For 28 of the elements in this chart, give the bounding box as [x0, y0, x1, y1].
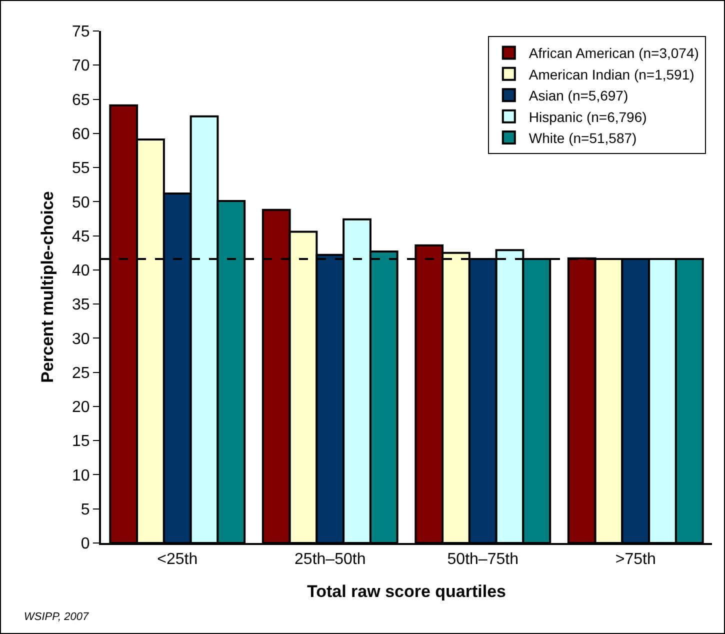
y-tick-label: 45 — [72, 228, 90, 246]
y-tick-label: 55 — [72, 160, 90, 178]
y-tick-label: 70 — [72, 58, 90, 75]
y-tick-label: 5 — [80, 501, 90, 518]
legend-label: American Indian (n=1,591) — [528, 66, 694, 82]
legend-label: Asian (n=5,697) — [528, 88, 628, 104]
y-tick-label: 35 — [72, 296, 90, 314]
y-tick-label: 75 — [72, 24, 90, 41]
legend-label: Hispanic (n=6,796) — [528, 108, 647, 125]
y-tick-label: 60 — [72, 126, 90, 143]
x-tick-label: 50th–75th — [447, 551, 518, 568]
legend-label: White (n=51,587) — [528, 130, 637, 146]
x-axis-title: Total raw score quartiles — [306, 582, 506, 602]
y-tick-label: 65 — [72, 92, 90, 109]
y-axis-title: Percent multiple-choice — [38, 191, 58, 383]
y-tick-label: 30 — [72, 330, 90, 348]
legend-label: African American (n=3,074) — [528, 45, 699, 62]
x-tick-label: >75th — [615, 551, 656, 568]
y-tick-label: 10 — [72, 467, 90, 484]
y-tick-label: 25 — [72, 364, 90, 382]
x-tick-label: <25th — [157, 551, 198, 568]
text: WSIPP, 2007 — [24, 611, 90, 623]
y-tick-label: 15 — [72, 433, 90, 450]
y-tick-label: 20 — [72, 399, 90, 416]
y-tick-label: 0 — [80, 536, 90, 553]
x-tick-label: 25th–50th — [294, 551, 366, 568]
y-tick-label: 40 — [72, 262, 90, 280]
y-tick-label: 50 — [72, 194, 90, 212]
